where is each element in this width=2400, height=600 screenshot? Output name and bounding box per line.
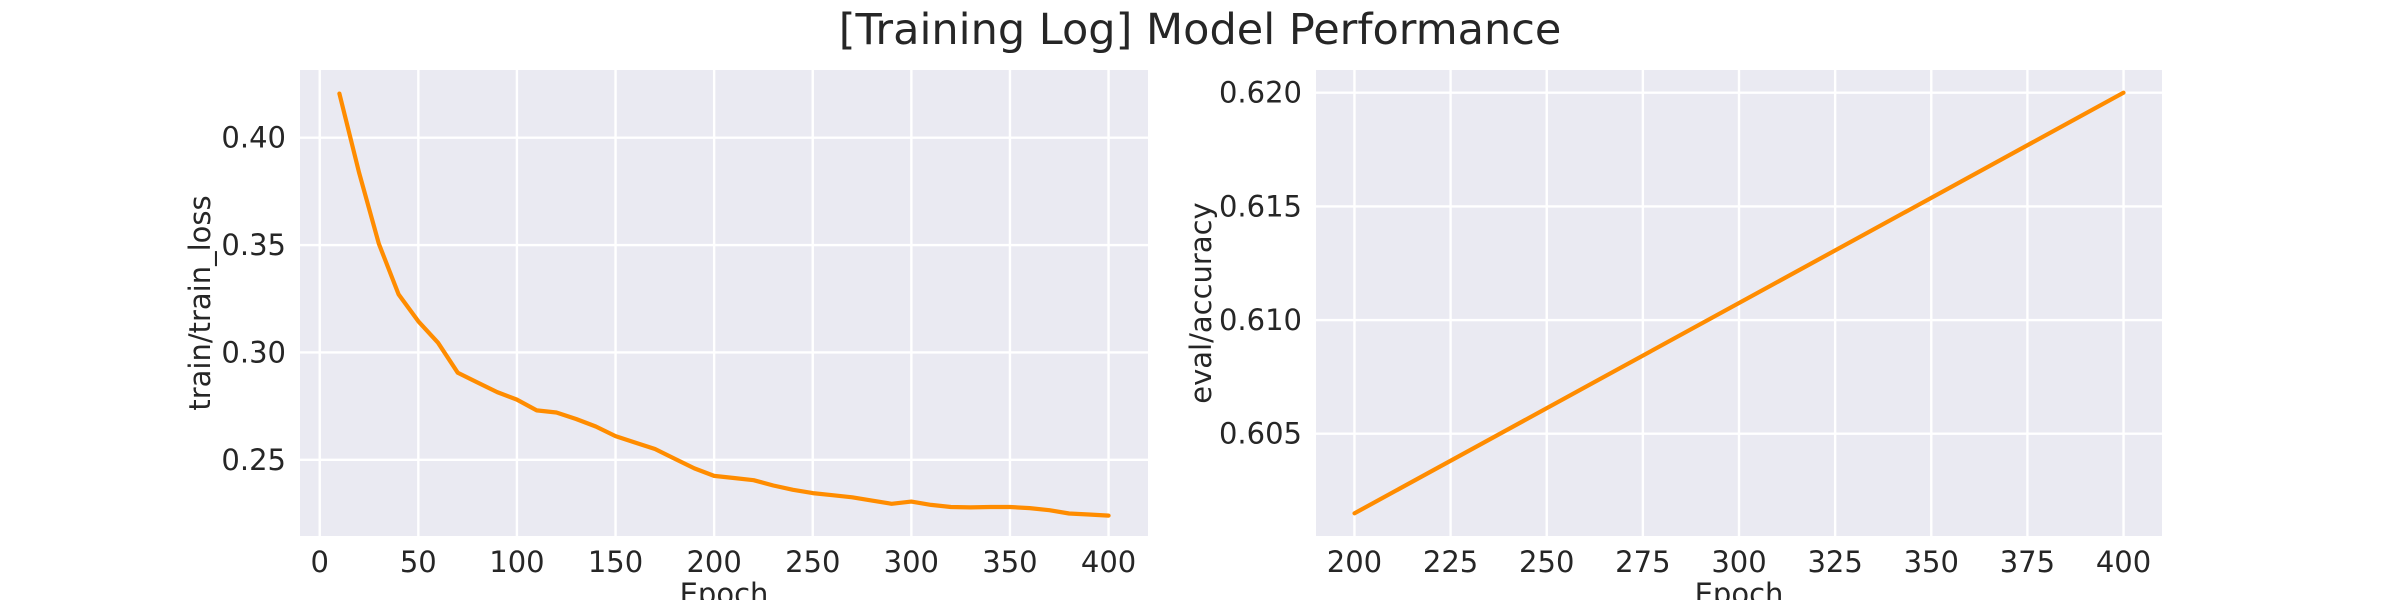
train-loss-x-tick-label: 0 — [310, 545, 328, 579]
train-loss-plot-area — [300, 70, 1148, 536]
train-loss-y-tick-label: 0.25 — [221, 443, 286, 477]
eval-accuracy-x-axis-label: Epoch — [1695, 577, 1784, 600]
train-loss-x-tick-label: 150 — [588, 545, 643, 579]
eval-accuracy-y-tick-label: 0.620 — [1219, 76, 1302, 110]
figure-title: [Training Log] Model Performance — [839, 5, 1562, 55]
train-loss-x-tick-label: 50 — [400, 545, 437, 579]
eval-accuracy-x-tick-label: 200 — [1327, 545, 1382, 579]
eval-accuracy-x-tick-label: 350 — [1904, 545, 1959, 579]
train-loss-chart: Epoch train/train_loss 0 50 100 150 200 250 30… — [183, 70, 1148, 600]
eval-accuracy-chart: Epoch eval/accuracy 200 225 250 275 300 325 35… — [1184, 70, 2162, 600]
eval-accuracy-x-tick-label: 275 — [1615, 545, 1670, 579]
eval-accuracy-y-tick-label: 0.615 — [1219, 189, 1302, 223]
eval-accuracy-x-tick-label: 375 — [2000, 545, 2055, 579]
train-loss-x-tick-label: 350 — [982, 545, 1037, 579]
eval-accuracy-x-tick-label: 300 — [1711, 545, 1766, 579]
train-loss-x-tick-label: 100 — [489, 545, 544, 579]
train-loss-x-tick-label: 200 — [686, 545, 741, 579]
eval-accuracy-y-tick-label: 0.605 — [1219, 417, 1302, 451]
train-loss-y-axis-label: train/train_loss — [183, 195, 217, 410]
train-loss-x-axis-label: Epoch — [680, 577, 769, 600]
train-loss-y-tick-label: 0.30 — [221, 335, 286, 369]
eval-accuracy-series-line — [1352, 90, 2126, 516]
eval-accuracy-x-tick-label: 225 — [1423, 545, 1478, 579]
train-loss-y-tick-label: 0.35 — [221, 228, 286, 262]
train-loss-series-line — [337, 91, 1111, 518]
eval-accuracy-y-tick-label: 0.610 — [1219, 303, 1302, 337]
eval-accuracy-x-tick-label: 400 — [2096, 545, 2151, 579]
train-loss-x-tick-label: 400 — [1081, 545, 1136, 579]
eval-accuracy-x-tick-label: 250 — [1519, 545, 1574, 579]
train-loss-x-tick-label: 250 — [785, 545, 840, 579]
train-loss-y-tick-label: 0.40 — [221, 121, 286, 155]
eval-accuracy-x-tick-label: 325 — [1807, 545, 1862, 579]
eval-accuracy-y-axis-label: eval/accuracy — [1184, 202, 1218, 403]
train-loss-x-tick-label: 300 — [884, 545, 939, 579]
